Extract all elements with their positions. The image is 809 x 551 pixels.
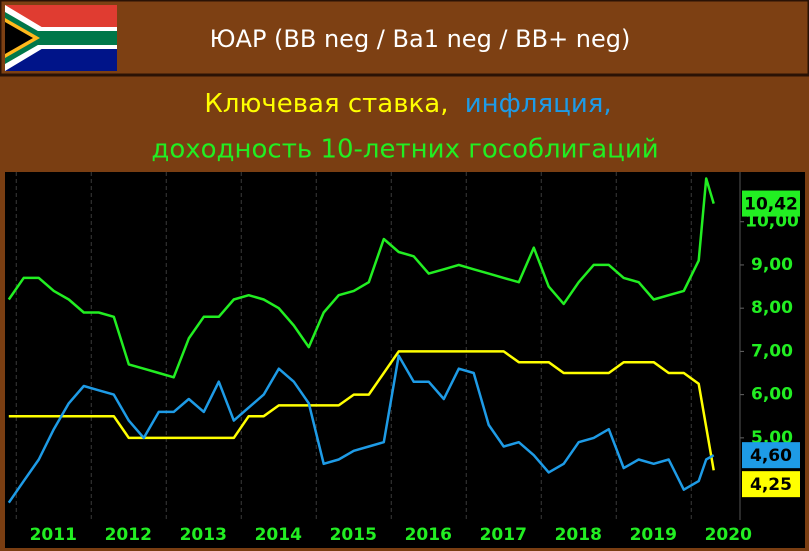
x-tick-label: 2020	[705, 525, 752, 545]
y-tick-label: 8,00	[751, 298, 793, 318]
series-line	[8, 350, 715, 471]
header	[0, 0, 809, 77]
y-tick-label: 9,00	[751, 255, 793, 275]
subtitle-part: доходность 10-летних гособлигаций	[151, 135, 658, 165]
subtitle-line: Ключевая ставка, инфляция,	[204, 89, 611, 119]
x-tick-label: 2012	[105, 525, 152, 545]
value-label-box	[742, 471, 800, 498]
subtitle-part: инфляция,	[465, 89, 612, 119]
series-line	[7, 354, 715, 504]
x-tick-label: 2016	[405, 525, 452, 545]
x-tick-label: 2017	[480, 525, 527, 545]
x-tick-label: 2013	[180, 525, 227, 545]
plot-area	[5, 172, 805, 548]
y-tick-label: 6,00	[751, 385, 793, 405]
x-tick-label: 2019	[630, 525, 677, 545]
x-tick-label: 2014	[255, 525, 302, 545]
series-line	[7, 177, 715, 379]
value-label: 4,25	[750, 475, 792, 495]
value-label-box	[742, 442, 800, 469]
y-tick-label: 7,00	[751, 341, 793, 361]
value-label: 4,60	[750, 446, 792, 466]
flag	[5, 5, 117, 71]
subtitle-part: Ключевая ставка,	[204, 89, 448, 119]
value-label-box	[742, 190, 800, 217]
value-label: 10,42	[744, 195, 798, 215]
x-tick-label: 2018	[555, 525, 602, 545]
chart-title: ЮАР (BB neg / Ba1 neg / BB+ neg)	[210, 25, 631, 53]
y-tick-label: 10,00	[745, 212, 799, 232]
x-tick-label: 2011	[30, 525, 77, 545]
x-tick-label: 2015	[330, 525, 377, 545]
